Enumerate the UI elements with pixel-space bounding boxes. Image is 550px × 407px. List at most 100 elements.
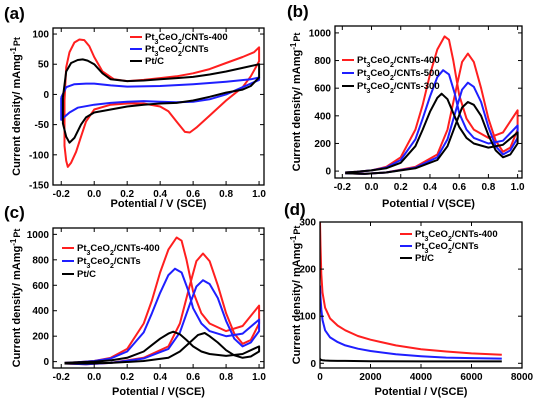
x-tick-label: 0.8 <box>481 182 495 193</box>
x-tick-label: 2000 <box>359 372 382 383</box>
legend-label: Pt/C <box>145 56 164 67</box>
y-axis-label: Current density/ mAmg-1Pt <box>9 229 24 368</box>
y-axis-label: Current density/ mAmg-1Pt <box>289 33 304 172</box>
x-axis-label: Potential / V (SCE) <box>111 198 207 210</box>
series-line-1 <box>64 267 261 366</box>
panel-b: -0.2 0.0 0.2 0.4 0.6 0.8 1.0 0 200 400 600 800 1000 P… <box>287 2 525 210</box>
legend-label-part: Pt <box>77 256 87 267</box>
legend-label-part: 2 <box>390 88 394 95</box>
y-axis-label-exponent: -1 <box>289 235 298 243</box>
legend-label-part: Pt <box>77 243 87 254</box>
x-tick-label: 0.0 <box>87 372 101 383</box>
legend-label-part: Pt <box>357 81 367 92</box>
legend-label-part: /CNTs-400 <box>394 55 440 66</box>
y-tick-label: 0 <box>310 359 316 370</box>
x-tick-label: 0.4 <box>423 182 437 193</box>
legend-label-part: Pt <box>357 55 367 66</box>
legend-label: Pt3CeO2/CNTs-500 <box>357 68 440 82</box>
y-tick-label: 1000 <box>309 28 332 39</box>
y-axis-label-unit: Pt <box>12 229 22 238</box>
y-axis-label-main: Current density/ mAmg <box>11 246 23 368</box>
legend-label-part: /CNTs-400 <box>452 229 498 240</box>
y-tick-label: -100 <box>29 150 49 161</box>
series-line-0 <box>63 38 261 168</box>
plot-frame <box>52 27 265 186</box>
y-tick-label: 200 <box>314 139 331 150</box>
y-axis-label-exponent: -1 <box>9 47 18 55</box>
x-tick-label: 1.0 <box>511 182 525 193</box>
y-tick-label: 0 <box>43 90 49 101</box>
legend-label-part: 3 <box>87 250 91 257</box>
y-tick-label: 200 <box>32 332 49 343</box>
legend-label-part: 3 <box>155 51 159 58</box>
y-tick-label: 600 <box>32 281 49 292</box>
legend-label-part: 2 <box>390 75 394 82</box>
x-tick-label: 0.6 <box>452 182 466 193</box>
legend-label-part: 2 <box>110 263 114 270</box>
legend-label-part: 2 <box>178 51 182 58</box>
x-tick-label: -0.2 <box>53 372 71 383</box>
x-tick-label: 0.0 <box>87 189 101 200</box>
x-tick-label: -0.2 <box>53 189 71 200</box>
y-tick-label: 200 <box>299 265 316 276</box>
panel-letter: (d) <box>284 200 306 219</box>
legend-label: Pt3CeO2/CNTs <box>77 256 141 270</box>
legend-label-part: Pt <box>415 241 425 252</box>
y-axis-label: Current density/ mAmg-1Pt <box>9 37 24 176</box>
legend-label-part: 3 <box>425 248 429 255</box>
x-tick-label: 0.0 <box>365 182 379 193</box>
y-tick-label: 100 <box>32 30 49 41</box>
legend-label-part: 2 <box>390 62 394 69</box>
legend-label-part: 3 <box>367 62 371 69</box>
legend-label-part: 2 <box>110 250 114 257</box>
legend-label: Pt/C <box>415 253 434 264</box>
legend: Pt3CeO2/CNTs-400Pt3CeO2/CNTs-500Pt3CeO2/… <box>342 55 440 95</box>
x-tick-label: 1.0 <box>252 189 266 200</box>
legend-label-part: Pt/C <box>77 269 96 280</box>
legend-label: Pt3CeO2/CNTs-400 <box>357 55 440 69</box>
y-axis-label-exponent: -1 <box>289 42 298 50</box>
legend-label: Pt3CeO2/CNTs <box>145 44 209 58</box>
legend-label-part: 3 <box>87 263 91 270</box>
y-tick-label: -50 <box>35 120 50 131</box>
legend-label-part: CeO <box>428 241 448 252</box>
legend-label: Pt3CeO2/CNTs-300 <box>357 81 440 95</box>
legend-label-part: 2 <box>448 236 452 243</box>
legend-label-part: 2 <box>448 248 452 255</box>
panel-d: 0 2000 4000 6000 8000 0 100 200 300 Potential / V… <box>284 200 534 398</box>
y-tick-label: 800 <box>314 56 331 67</box>
legend-label-part: CeO <box>370 81 390 92</box>
y-tick-label: 400 <box>32 306 49 317</box>
legend-label-part: Pt/C <box>415 253 434 264</box>
legend-label: Pt3CeO2/CNTs-400 <box>77 243 160 257</box>
x-tick-label: 0.6 <box>186 372 200 383</box>
legend-label-part: CeO <box>90 256 110 267</box>
y-axis-label-exponent: -1 <box>9 238 18 246</box>
panel-letter: (c) <box>4 203 25 222</box>
series-group <box>60 38 261 168</box>
legend-label-part: Pt/C <box>145 56 164 67</box>
series-line-0 <box>320 222 502 356</box>
x-tick-label: 0.4 <box>153 189 167 200</box>
x-tick-label: -0.2 <box>334 182 352 193</box>
x-tick-label: 4000 <box>410 372 433 383</box>
legend-label-part: /CNTs-300 <box>394 81 440 92</box>
legend-label-part: 3 <box>367 75 371 82</box>
legend-label-part: /CNTs-400 <box>182 32 228 43</box>
y-axis-label-main: Current density/ mAmg <box>291 50 303 172</box>
legend-label: Pt/C <box>77 269 96 280</box>
x-axis-label: Potential / V(SCE) <box>112 386 205 398</box>
panel-c: -0.2 0.0 0.2 0.4 0.6 0.8 1.0 0 200 400 600 800 1000 P… <box>4 203 266 398</box>
legend-label-part: Pt <box>145 44 155 55</box>
legend-label-part: Pt <box>357 68 367 79</box>
legend-label-part: CeO <box>370 68 390 79</box>
y-axis-label-unit: Pt <box>12 37 22 46</box>
y-axis-label: Current density/ mAmg-1Pt <box>289 226 304 365</box>
legend-label-part: /CNTs <box>114 256 141 267</box>
legend-label-part: Pt <box>415 229 425 240</box>
y-tick-label: 300 <box>299 218 316 229</box>
legend-label-part: CeO <box>158 32 178 43</box>
